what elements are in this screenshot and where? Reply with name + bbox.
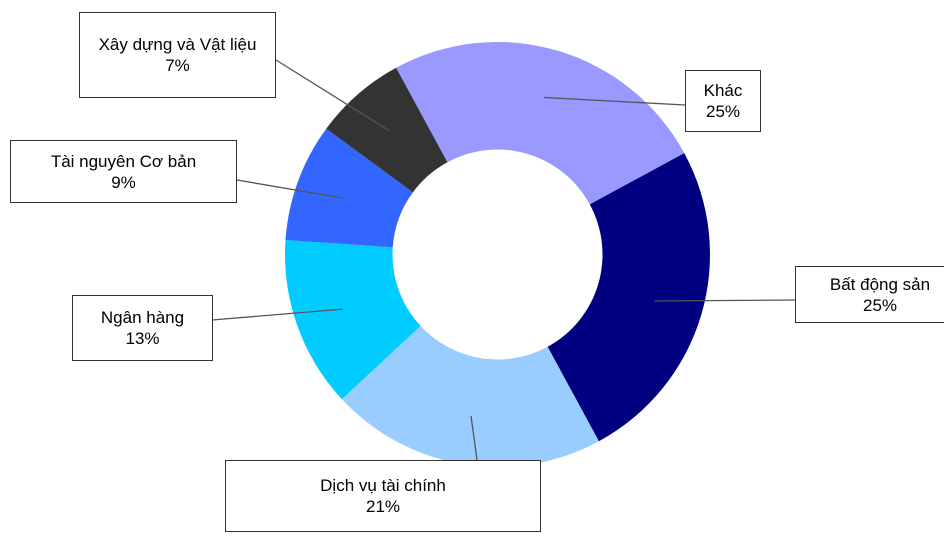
label-category: Dịch vụ tài chính [320, 476, 446, 495]
label-category: Ngân hàng [100, 308, 185, 327]
data-label: Bất động sản 25% [795, 266, 944, 323]
donut-segment [547, 153, 710, 442]
data-label: Xây dựng và Vật liệu 7% [79, 12, 276, 98]
data-label: Tài nguyên Cơ bản 9% [10, 140, 237, 203]
donut-segment [326, 67, 448, 193]
data-label: Ngân hàng 13% [72, 295, 213, 361]
leader-line [236, 179, 344, 199]
leader-line [211, 308, 344, 321]
data-label: Khác 25% [685, 70, 761, 132]
label-value: 25% [862, 295, 898, 315]
donut-segment [341, 325, 599, 467]
label-category: Xây dựng và Vật liệu [98, 35, 257, 54]
label-category: Tài nguyên Cơ bản [50, 151, 197, 171]
donut-segment [396, 41, 685, 205]
label-value: 25% [705, 102, 741, 121]
donut-segment [285, 240, 421, 400]
label-value: 7% [165, 56, 190, 75]
label-value: 21% [365, 497, 401, 516]
label-value: 9% [111, 172, 136, 192]
leader-line [654, 299, 796, 302]
leader-line [470, 416, 478, 461]
leader-line [275, 59, 391, 132]
label-category: Khác [703, 81, 743, 100]
label-category: Bất động sản [829, 274, 931, 294]
label-value: 13% [125, 329, 160, 348]
donut-segment [285, 128, 413, 248]
data-label: Dịch vụ tài chính 21% [225, 460, 541, 532]
leader-line [543, 96, 686, 106]
